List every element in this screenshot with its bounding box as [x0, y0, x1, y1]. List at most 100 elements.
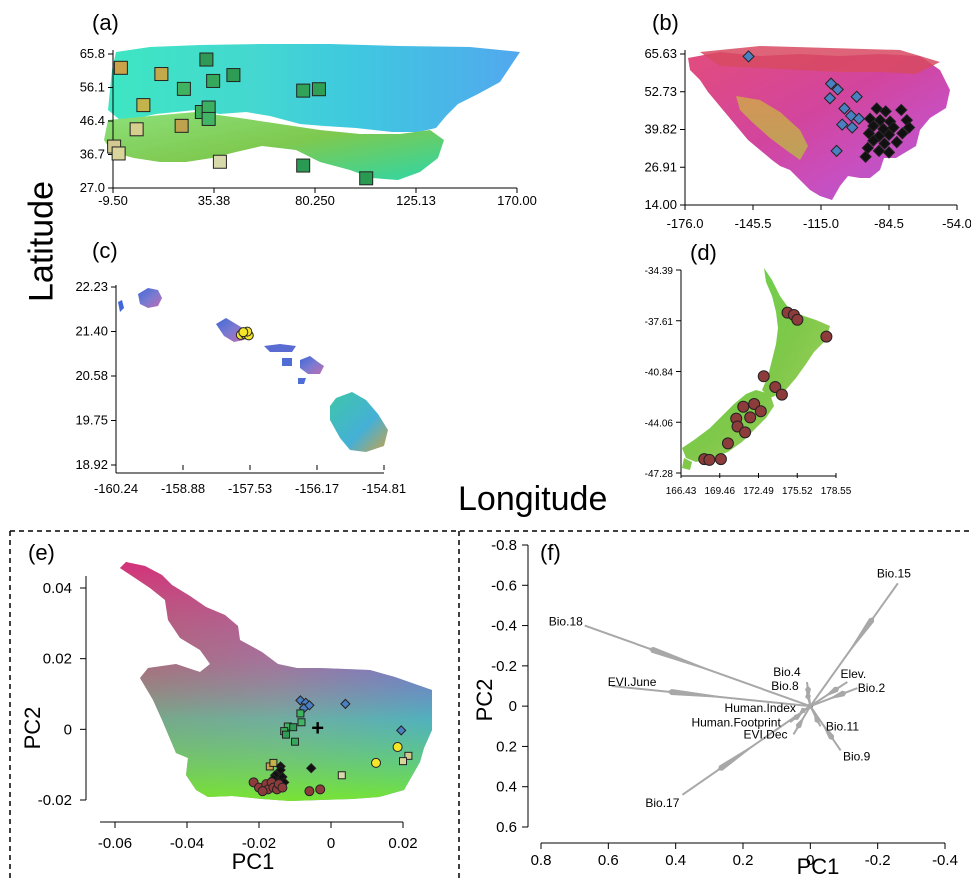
panel-d-points [698, 306, 833, 466]
sample-point [846, 121, 859, 134]
sample-point [199, 52, 214, 67]
y-tick-label: 46.4 [80, 113, 105, 128]
eurasia-map [104, 44, 520, 180]
panel-c-label: (c) [92, 238, 118, 263]
sample-point [111, 146, 126, 161]
big-island [330, 392, 388, 452]
pca-sample-point [404, 751, 413, 760]
kauai-island [138, 288, 162, 308]
eurasia-land-south [104, 112, 444, 180]
vector-label: Bio.8 [771, 679, 799, 693]
sample-point [872, 144, 886, 158]
sample-point [769, 381, 782, 394]
panel-c: (c) -160.24 -158.88 -157.53 -156.17 -154.81 2… [75, 238, 406, 496]
pca-sample-point [275, 764, 286, 776]
nz-north-island [762, 268, 830, 398]
sample-point [775, 388, 788, 401]
x-tick-label: -9.50 [98, 193, 128, 208]
y-tick-label: 22.23 [75, 279, 108, 294]
loading-vector-arrow [846, 616, 875, 655]
dashed-separators [9, 530, 971, 881]
sample-point [714, 453, 727, 466]
na-land-north [700, 46, 940, 74]
pca-sample-point [395, 725, 407, 736]
molokai-island [264, 344, 296, 352]
pca-sample-point [340, 698, 351, 710]
new-zealand-map [682, 268, 830, 470]
y-tick-label: 18.92 [75, 457, 108, 472]
pca-sample-point [257, 786, 268, 797]
shared-x-axis-label: Longitude [458, 480, 608, 518]
y-tick-label: -44.06 [645, 418, 674, 429]
sample-point [862, 127, 876, 140]
panel-e-label: (e) [28, 540, 55, 565]
y-tick-label: 26.91 [644, 159, 677, 174]
vector-label: EVI.Dec [743, 727, 787, 741]
panel-f-vector-labels: Bio.15 Bio.18 EVI.June Bio.4 Elev. Bio.8 Bio.2… [549, 566, 911, 810]
x-tick-label: -154.81 [362, 481, 406, 496]
sample-point [212, 154, 227, 169]
sample-point [113, 60, 128, 75]
y-tick-label: 0.04 [43, 580, 72, 597]
x-tick-label: 0.8 [531, 852, 552, 869]
sample-point [870, 102, 883, 115]
loading-vector-arrow [648, 646, 716, 673]
y-tick-label: 14.00 [644, 197, 677, 212]
x-tick-label: -54.0 [942, 216, 971, 231]
panel-d: (d) 166.43 169.46 172.49 175.52 178.55 -34.39… [645, 240, 852, 497]
sample-point [882, 128, 896, 142]
sample-point [878, 137, 891, 150]
y-tick-label: 0.02 [43, 651, 72, 668]
vector-label: Bio.9 [843, 749, 871, 763]
vector-label: Bio.2 [858, 681, 886, 695]
sample-point [296, 158, 311, 173]
vector-label: Human.Footprint [691, 715, 781, 729]
na-land-west [736, 96, 808, 160]
sample-point [176, 81, 191, 96]
x-tick-label: 175.52 [782, 486, 813, 497]
x-tick-label: 172.49 [743, 486, 774, 497]
x-tick-label: -176.0 [667, 216, 704, 231]
panel-d-ticks: 166.43 169.46 172.49 175.52 178.55 -34.39 -37.… [645, 266, 852, 497]
sample-point [359, 171, 374, 186]
niihau-island [118, 300, 124, 312]
panel-b-ticks: -176.0 -145.5 -115.0 -84.5 -54.0 65.63 52.73 39… [644, 46, 971, 231]
pca-sample-point [282, 730, 290, 739]
loading-vector-arrow [814, 714, 821, 724]
vector-label: Human.Index [725, 701, 796, 715]
hawaii-map [118, 288, 388, 452]
sample-point [831, 83, 844, 96]
panel-e-xlabel: PC1 [232, 849, 275, 874]
x-tick-label: -157.53 [228, 481, 272, 496]
vector-label: Bio.15 [877, 566, 911, 580]
nz-south-island [682, 390, 774, 462]
x-tick-label: 125.13 [396, 193, 436, 208]
sample-point [721, 437, 734, 450]
x-tick-label: -0.06 [98, 835, 132, 852]
y-tick-label: -0.2 [491, 658, 517, 675]
sample-point [154, 67, 169, 82]
loading-vector-arrow [829, 690, 848, 699]
x-tick-label: -0.02 [242, 835, 276, 852]
x-tick-label: 0 [806, 852, 814, 869]
sample-point [879, 105, 892, 118]
panel-e-ticks: -0.06 -0.04 -0.02 0 0.02 0.04 0.02 0 -0.02 [38, 580, 418, 852]
panel-b: (b) -176.0 -145.5 -115.0 -84.5 -54.0 65.63 52.… [644, 10, 971, 231]
y-tick-label: -40.84 [645, 368, 674, 379]
y-tick-label: 21.40 [75, 324, 108, 339]
pca-sample-point [269, 758, 278, 767]
y-tick-label: 65.63 [644, 46, 677, 61]
loading-vector-arrow [805, 685, 811, 697]
sample-point [174, 118, 189, 133]
panel-c-axes [115, 285, 384, 474]
panel-b-label: (b) [652, 10, 679, 35]
panel-a-label: (a) [92, 10, 119, 35]
y-tick-label: 0.6 [496, 819, 517, 836]
x-tick-label: -115.0 [803, 216, 839, 231]
x-tick-label: 0.6 [598, 852, 619, 869]
y-tick-label: 0 [64, 721, 72, 738]
y-tick-label: 19.75 [75, 413, 108, 428]
x-tick-label: -84.5 [874, 216, 904, 231]
panel-e: (e) -0.06 -0.04 -0.02 0 0.02 0.04 0.02 0 -0.02 P… [20, 540, 432, 874]
x-tick-label: -145.5 [735, 216, 772, 231]
